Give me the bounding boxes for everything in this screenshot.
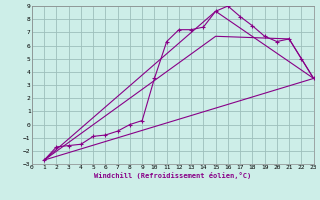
X-axis label: Windchill (Refroidissement éolien,°C): Windchill (Refroidissement éolien,°C) — [94, 172, 252, 179]
